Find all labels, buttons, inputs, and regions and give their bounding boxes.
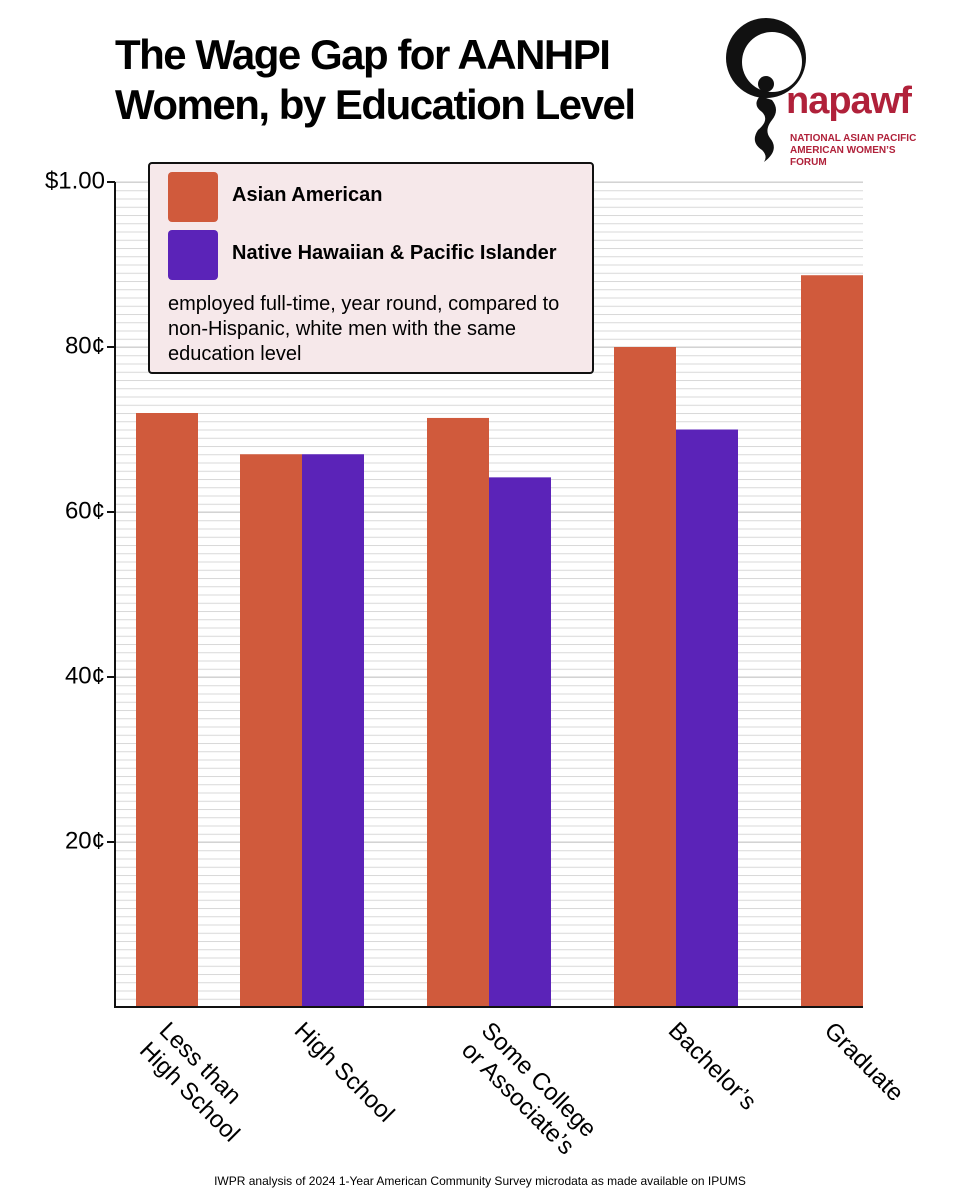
bar (136, 413, 198, 1007)
legend-swatch (168, 172, 218, 222)
bar (801, 275, 863, 1008)
bar (427, 417, 489, 1007)
legend-label: Asian American (232, 184, 383, 206)
chart-title: The Wage Gap for AANHPI Women, by Educat… (115, 31, 636, 128)
legend: Asian American Native Hawaiian & Pacific… (148, 162, 594, 374)
logo-mark (726, 18, 806, 162)
legend-note: employed full-time, year round, compared… (168, 293, 560, 365)
bar (489, 477, 551, 1008)
y-tick-label: $1.00 (45, 167, 105, 194)
logo-name: napawf (786, 80, 912, 122)
bar (676, 429, 738, 1007)
legend-swatch (168, 230, 218, 280)
y-tick-label: 60¢ (65, 497, 105, 524)
source-note: IWPR analysis of 2024 1-Year American Co… (214, 1174, 746, 1188)
bar (302, 454, 364, 1007)
y-tick-label: 20¢ (65, 827, 105, 854)
bar (240, 454, 302, 1007)
legend-label: Native Hawaiian & Pacific Islander (232, 242, 557, 264)
y-tick-label: 40¢ (65, 662, 105, 689)
logo-tagline: NATIONAL ASIAN PACIFIC AMERICAN WOMEN’S … (790, 133, 917, 168)
y-tick-label: 80¢ (65, 332, 105, 359)
bar (614, 347, 676, 1007)
